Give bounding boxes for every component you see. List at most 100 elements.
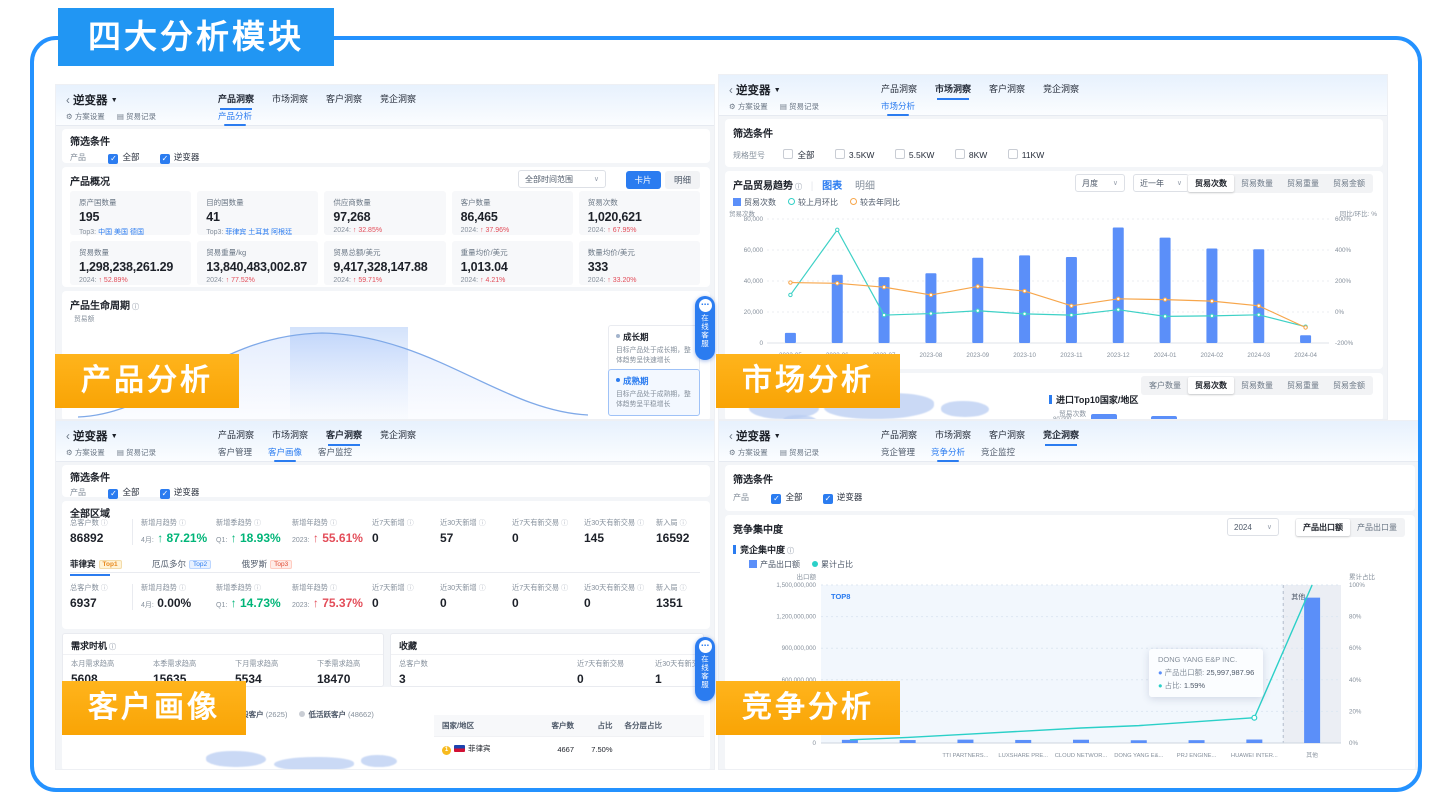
tab-product-insight[interactable]: 产品洞察 <box>881 430 918 440</box>
checkbox-spec-8kw[interactable] <box>954 149 965 159</box>
time-range-select[interactable]: 全部时间范围 ∨ <box>518 170 606 188</box>
stat-col: 近7天新增 ⓘ 0 <box>372 583 414 610</box>
metric-trade-count[interactable]: 贸易次数 <box>1188 377 1234 394</box>
product-selector[interactable]: ‹ 逆变器 ▼ <box>729 85 781 97</box>
metric-export-amount[interactable]: 产品出口额 <box>1296 519 1350 536</box>
checkbox-spec-all[interactable] <box>783 149 794 159</box>
online-service-button[interactable]: ⋯ 在线客服 <box>695 637 715 701</box>
overlay-product-analysis: 产品分析 <box>55 354 239 408</box>
tab-customer-insight[interactable]: 客户洞察 <box>989 430 1026 440</box>
product-selector[interactable]: ‹ 逆变器 ▼ <box>729 431 781 443</box>
info-icon: ⓘ <box>637 585 645 592</box>
tab-product-insight[interactable]: 产品洞察 <box>218 92 254 110</box>
view-tab-detail[interactable]: 明细 <box>854 181 875 192</box>
tab-customer-insight[interactable]: 客户洞察 <box>989 84 1026 94</box>
checkbox-all[interactable]: ✓ <box>108 489 119 499</box>
metric-trade-qty[interactable]: 贸易数量 <box>1241 179 1273 188</box>
svg-text:0%: 0% <box>1335 309 1345 316</box>
checkbox-all[interactable]: ✓ <box>108 154 119 164</box>
trade-records-link[interactable]: ▤ 贸易记录 <box>116 448 156 457</box>
svg-text:20%: 20% <box>1349 708 1362 715</box>
online-service-button[interactable]: ⋯ 在线客服 <box>695 296 715 360</box>
yoy-legend-icon <box>850 198 857 205</box>
trade-records-link[interactable]: ▤ 贸易记录 <box>116 112 156 121</box>
tab-customer-insight[interactable]: 客户洞察 <box>326 94 363 104</box>
metric-trade-amount[interactable]: 贸易金额 <box>1333 381 1365 390</box>
checkbox-inverter[interactable]: ✓ <box>159 489 170 499</box>
info-icon: ⓘ <box>329 585 337 592</box>
svg-text:HUAWEI INTER...: HUAWEI INTER... <box>1231 753 1278 759</box>
scheme-settings-link[interactable]: ⚙ 方案设置 <box>66 448 105 457</box>
stage-card-growth[interactable]: 成长期 目标产品处于成长期，整体趋势呈快速增长 <box>608 325 700 373</box>
tab-product-insight[interactable]: 产品洞察 <box>218 430 255 440</box>
trade-records-link[interactable]: ▤ 贸易记录 <box>779 448 819 457</box>
stat-col: 近7天新增 ⓘ 0 <box>372 518 414 545</box>
view-tab-chart[interactable]: 图表 <box>822 181 843 192</box>
card-view-button[interactable]: 卡片 <box>625 171 661 189</box>
period-select[interactable]: 月度 ∨ <box>1075 174 1125 192</box>
chat-icon: ⋯ <box>698 640 712 653</box>
year-select[interactable]: 2024 ∨ <box>1227 518 1279 536</box>
tab-market-insight[interactable]: 市场洞察 <box>272 94 309 104</box>
metric-trade-weight[interactable]: 贸易重量 <box>1287 381 1319 390</box>
tab-product-insight[interactable]: 产品洞察 <box>881 84 918 94</box>
info-icon: ⓘ <box>478 520 486 527</box>
info-icon: ⓘ <box>100 585 108 592</box>
country-tab-russia[interactable]: 俄罗斯 Top3 <box>242 558 293 576</box>
detail-view-button[interactable]: 明细 <box>664 171 700 189</box>
tab-customer-insight[interactable]: 客户洞察 <box>326 428 362 446</box>
metric-customer-count[interactable]: 客户数量 <box>1149 381 1181 390</box>
metric-export-volume[interactable]: 产品出口量 <box>1357 523 1397 532</box>
subtab-customer-profile[interactable]: 客户画像 <box>268 446 302 462</box>
metric-trade-amount[interactable]: 贸易金额 <box>1333 179 1365 188</box>
product-selector[interactable]: ‹ 逆变器 ▼ <box>66 431 118 443</box>
tab-market-insight[interactable]: 市场洞察 <box>935 82 971 100</box>
checkbox-spec-3-5kw[interactable] <box>834 149 845 159</box>
scheme-settings-link[interactable]: ⚙ 方案设置 <box>729 102 768 111</box>
subtab-competitor-monitor[interactable]: 竞企监控 <box>981 447 1016 457</box>
subtab-customer-management[interactable]: 客户管理 <box>218 447 253 457</box>
checkbox-inverter[interactable]: ✓ <box>159 154 170 164</box>
country-tabs: 菲律宾 Top1 厄瓜多尔 Top2 俄罗斯 Top3 <box>70 554 700 576</box>
table-row[interactable]: 1 菲律宾 4667 7.50% <box>434 736 704 761</box>
scheme-settings-link[interactable]: ⚙ 方案设置 <box>729 448 768 457</box>
country-tab-philippines[interactable]: 菲律宾 Top1 <box>70 558 122 576</box>
tab-market-insight[interactable]: 市场洞察 <box>935 430 972 440</box>
product-selector[interactable]: ‹ 逆变器 ▼ <box>66 95 118 107</box>
stat-col: 近30天新增 ⓘ 0 <box>440 583 486 610</box>
svg-text:0: 0 <box>813 740 817 747</box>
info-icon: ⓘ <box>406 585 414 592</box>
subtab-competitor-management[interactable]: 竞企管理 <box>881 447 916 457</box>
stat-col: 新增季趋势 ⓘ Q1: ↑ 18.93% <box>216 518 281 545</box>
checkbox-all[interactable]: ✓ <box>771 494 782 504</box>
svg-text:600%: 600% <box>1335 216 1352 223</box>
scheme-settings-link[interactable]: ⚙ 方案设置 <box>66 112 105 121</box>
range-select[interactable]: 近一年 ∨ <box>1133 174 1189 192</box>
competition-concentration-chart: 0300,000,000600,000,000900,000,0001,200,… <box>743 571 1393 767</box>
tab-competitor-insight[interactable]: 竞企洞察 <box>380 94 417 104</box>
tab-competitor-insight[interactable]: 竞企洞察 <box>380 430 417 440</box>
subtab-product-analysis[interactable]: 产品分析 <box>218 110 252 126</box>
subtab-customer-monitor[interactable]: 客户监控 <box>318 447 353 457</box>
metric-trade-weight[interactable]: 贸易重量 <box>1287 179 1319 188</box>
info-icon: ⓘ <box>253 585 261 592</box>
stat-card: 重量均价/美元 1,013.04 2024: ↑ 4.21% <box>451 241 573 285</box>
checkbox-spec-5-5kw[interactable] <box>894 149 905 159</box>
subtab-market-analysis[interactable]: 市场分析 <box>881 100 915 116</box>
chevron-down-icon: ▼ <box>110 97 118 104</box>
tab-market-insight[interactable]: 市场洞察 <box>272 430 309 440</box>
tab-competitor-insight[interactable]: 竞企洞察 <box>1043 84 1080 94</box>
page-title: 四大分析模块 <box>58 8 334 66</box>
stat-card: 贸易总额/美元 9,417,328,147.88 2024: ↑ 59.71% <box>324 241 446 285</box>
trade-records-link[interactable]: ▤ 贸易记录 <box>779 102 819 111</box>
metric-trade-count[interactable]: 贸易次数 <box>1188 175 1234 192</box>
stage-card-mature[interactable]: 成熟期 目标产品处于成熟期，整体趋势呈平稳增长 <box>608 369 700 417</box>
subtab-competition-analysis[interactable]: 竞争分析 <box>931 446 965 462</box>
checkbox-spec-11kw[interactable] <box>1007 149 1018 159</box>
tab-competitor-insight[interactable]: 竞企洞察 <box>1043 428 1079 446</box>
stat-col: 总客户数 ⓘ 6937 <box>70 583 108 610</box>
info-icon: ⓘ <box>478 585 486 592</box>
country-tab-ecuador[interactable]: 厄瓜多尔 Top2 <box>152 558 212 576</box>
metric-trade-qty[interactable]: 贸易数量 <box>1241 381 1273 390</box>
checkbox-inverter[interactable]: ✓ <box>822 494 833 504</box>
